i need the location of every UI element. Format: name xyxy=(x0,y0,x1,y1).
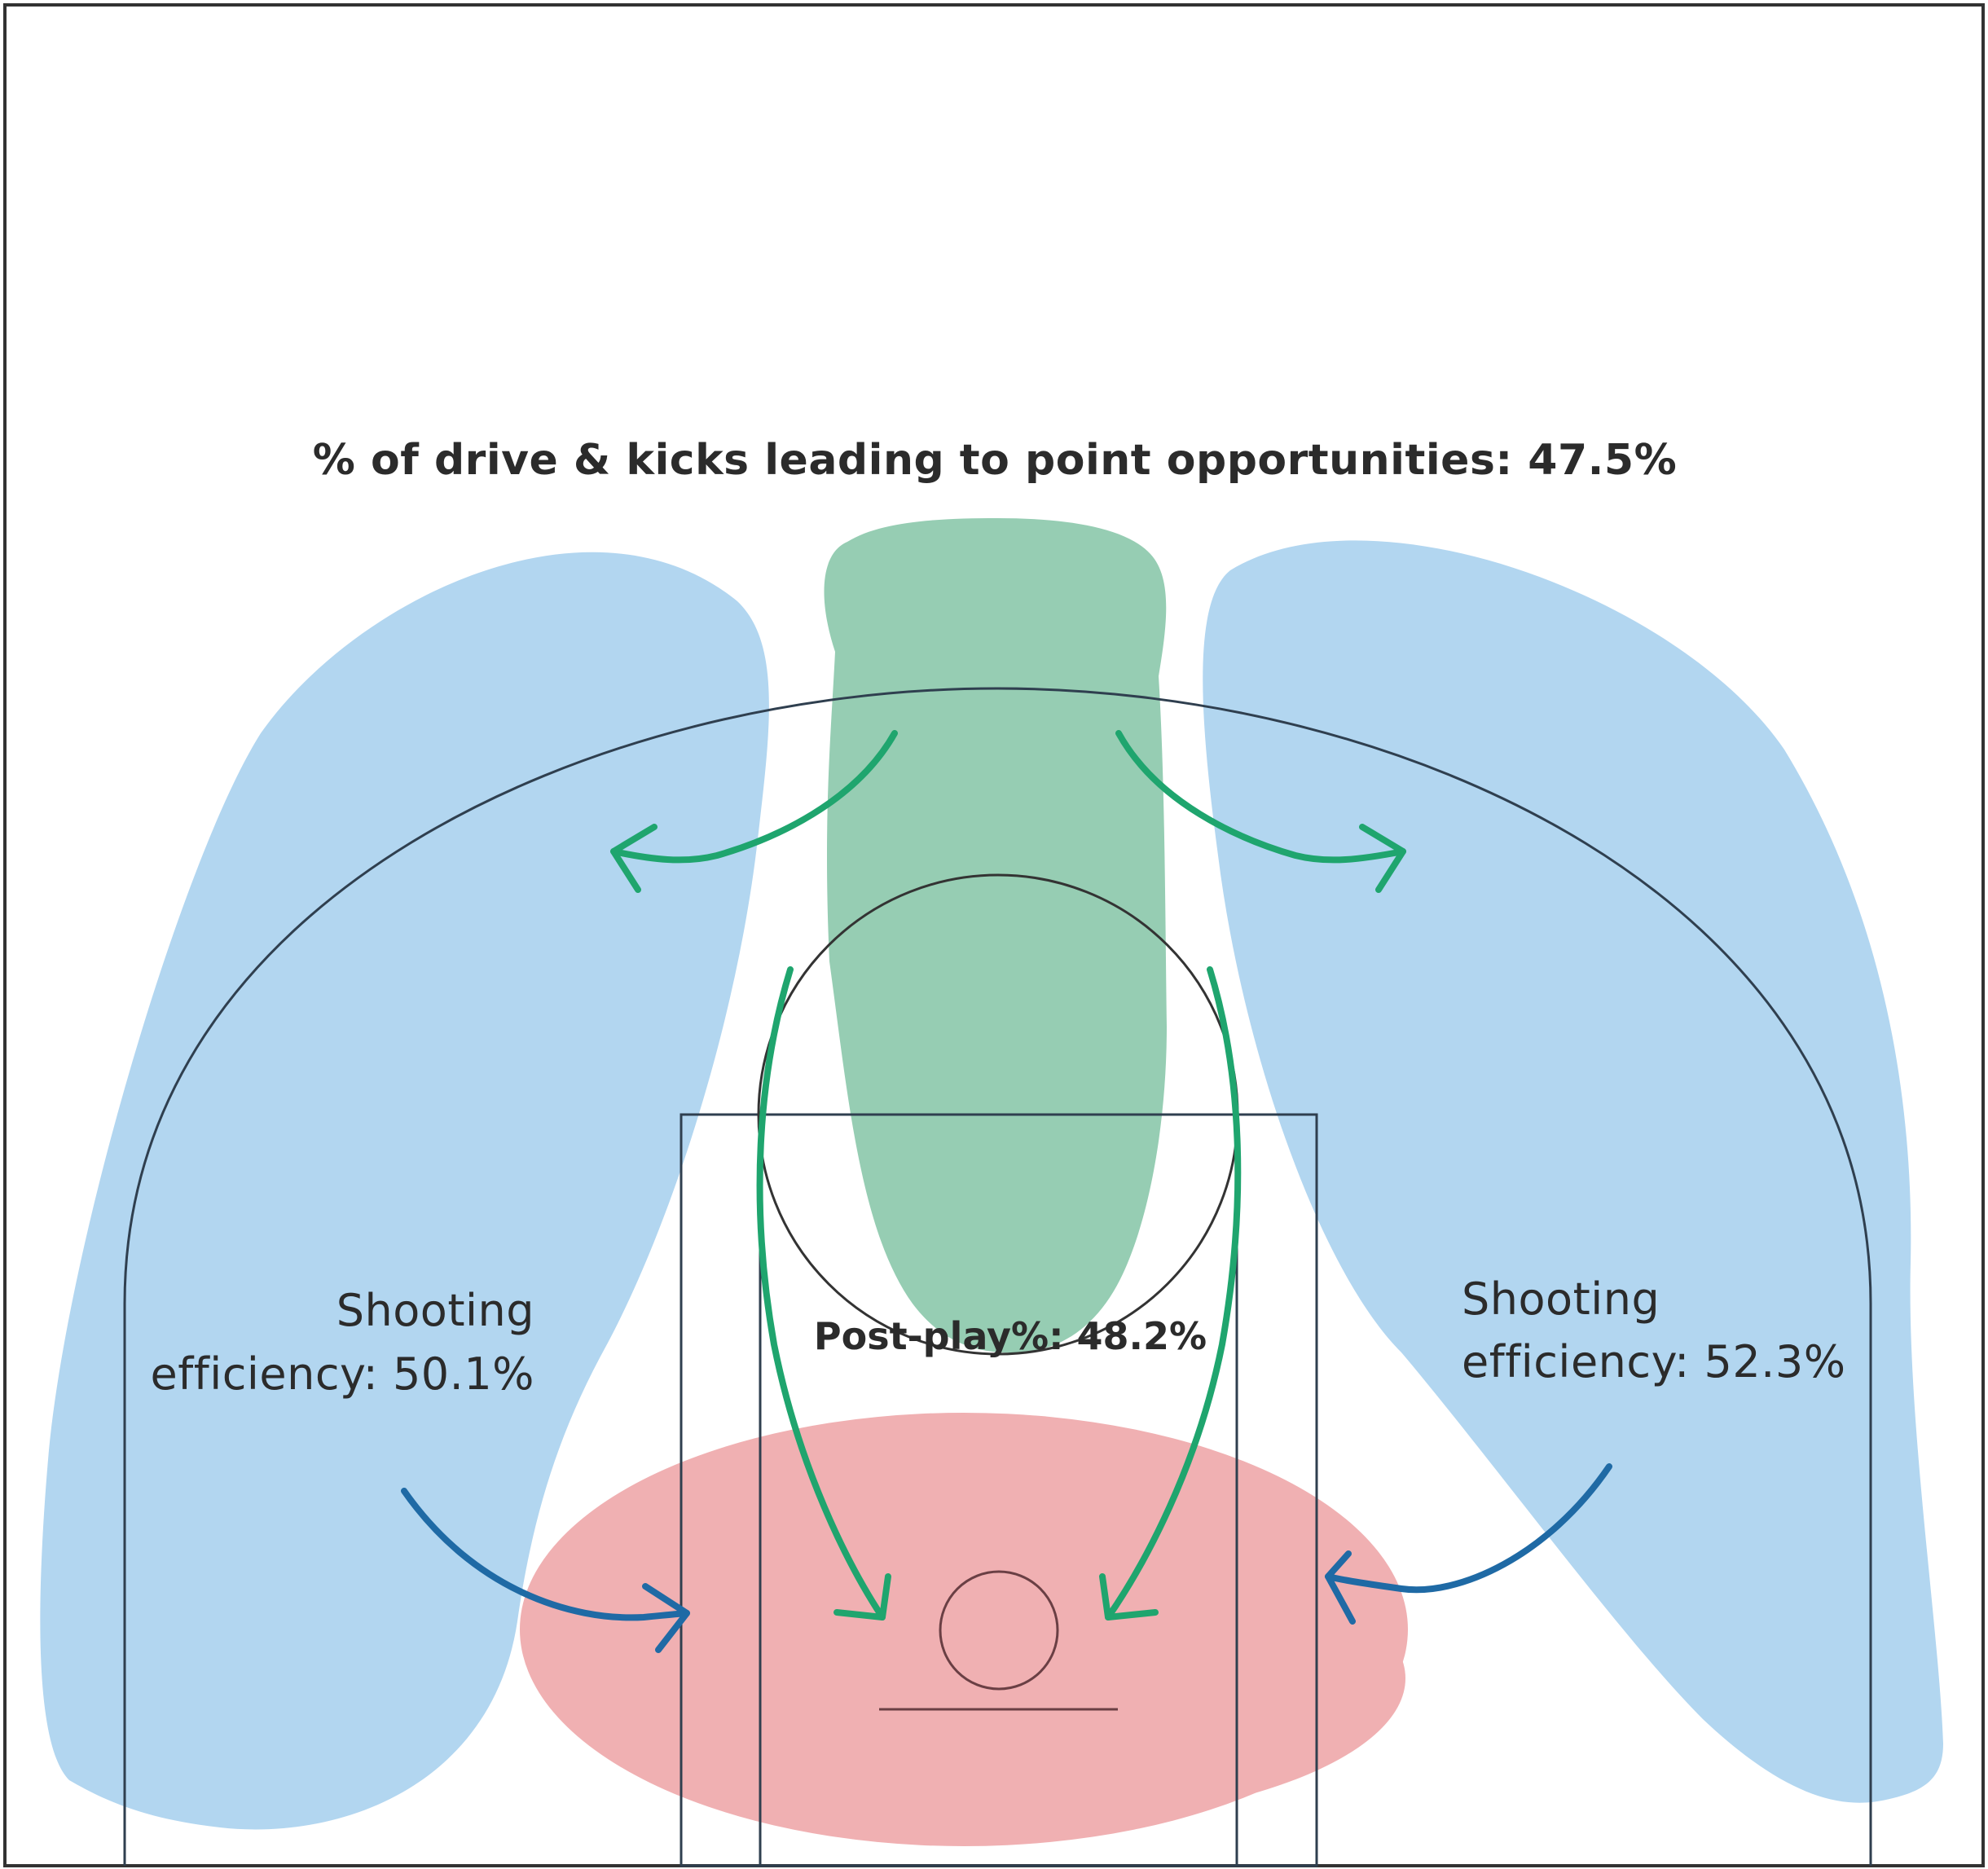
basket-hoop xyxy=(939,1570,1059,1691)
green-arrow-kick-left xyxy=(610,730,898,864)
green-arrow-drive-left-head xyxy=(833,1573,891,1621)
paint-lane-outer xyxy=(680,1113,1318,1867)
three-point-line xyxy=(123,687,1872,1866)
top-key-zone xyxy=(824,518,1167,1353)
left-efficiency-label-line2: efficiency: 50.1% xyxy=(150,1348,534,1400)
left-efficiency-label-line1: Shooting xyxy=(336,1285,534,1336)
post-play-label: Post-play%: 48.2% xyxy=(814,1314,1207,1358)
blue-arrow-left-wing xyxy=(401,1488,690,1621)
right-efficiency-label-line1: Shooting xyxy=(1462,1273,1660,1325)
right-efficiency-label-line2: efficiency: 52.3% xyxy=(1462,1336,1846,1387)
chart-title: % of drive & kicks leading to point oppo… xyxy=(313,436,1677,485)
green-arrow-kick-right-head xyxy=(1359,824,1406,893)
left-wing-zone xyxy=(40,552,769,1830)
paint-zone-lower xyxy=(607,1532,1405,1825)
green-arrow-drive-right-head xyxy=(1099,1573,1159,1621)
green-arrow-drive-right xyxy=(1105,966,1242,1621)
green-arrow-drive-left xyxy=(756,966,886,1621)
blue-arrow-left-wing-head xyxy=(642,1583,690,1653)
green-arrow-kick-right xyxy=(1115,730,1406,864)
blue-arrow-right-wing xyxy=(1325,1463,1612,1594)
green-arrow-kick-left-head xyxy=(610,824,658,893)
blue-arrow-right-wing-head xyxy=(1325,1550,1356,1625)
